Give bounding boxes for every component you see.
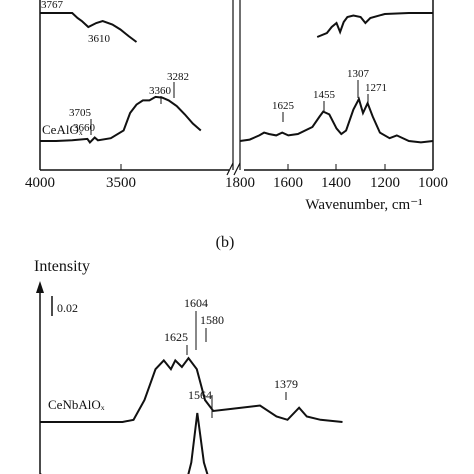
tick-label-1200: 1200	[370, 175, 400, 191]
tick-label-1000: 1000	[418, 175, 448, 191]
peak-label-1271: 1271	[365, 82, 387, 94]
spectrum-second	[40, 412, 209, 474]
spectrum-cenbalox	[40, 356, 343, 423]
tick-label-1400: 1400	[321, 175, 351, 191]
scale-bar-label: 0.02	[57, 301, 78, 315]
peak-label-1625: 1625	[164, 330, 188, 344]
peak-labels-panel-a: 3767 3610 3705 3660 3360 3282 1625 1455 …	[41, 0, 387, 135]
panel-b-label: (b)	[216, 234, 235, 251]
peak-label-3282: 3282	[167, 71, 189, 83]
peak-label-1379: 1379	[274, 377, 298, 391]
peak-label-1564: 1564	[188, 388, 212, 402]
peak-label-1307: 1307	[347, 68, 370, 80]
spectrum-top-left	[40, 12, 138, 43]
tick-label-1600: 1600	[273, 175, 303, 191]
spectrum-top-right	[316, 12, 433, 38]
x-axis-title: Wavenumber, cm⁻¹	[305, 197, 422, 213]
peak-label-3705: 3705	[69, 107, 92, 119]
peak-label-1625: 1625	[272, 100, 295, 112]
tick-label-4000: 4000	[25, 175, 55, 191]
spectrum-cealox-left	[40, 95, 202, 144]
peak-label-3610: 3610	[88, 33, 111, 45]
tick-label-3500: 3500	[106, 175, 136, 191]
panel-b-plot	[40, 356, 343, 474]
series-label-cealox: CeAlOₓ	[42, 122, 83, 137]
panel-a-plot	[40, 12, 434, 144]
peak-label-3660: 3660	[73, 122, 96, 134]
peak-label-1604: 1604	[184, 296, 208, 310]
peak-label-1580: 1580	[200, 313, 224, 327]
peak-label-3767: 3767	[41, 0, 64, 11]
spectrum-cealox-right	[239, 96, 434, 144]
series-label-cenbalox: CeNbAlOₓ	[48, 397, 105, 412]
peak-label-3360: 3360	[149, 85, 172, 97]
break-mark-left	[226, 162, 234, 176]
y-axis-title: Intensity	[34, 258, 90, 275]
peak-labels-panel-b: 1604 1580 1625 1379 1564	[164, 296, 298, 418]
y-axis-arrowhead	[36, 281, 44, 293]
tick-label-1800: 1800	[225, 175, 255, 191]
peak-label-1455: 1455	[313, 89, 336, 101]
break-mark-right	[233, 162, 241, 176]
